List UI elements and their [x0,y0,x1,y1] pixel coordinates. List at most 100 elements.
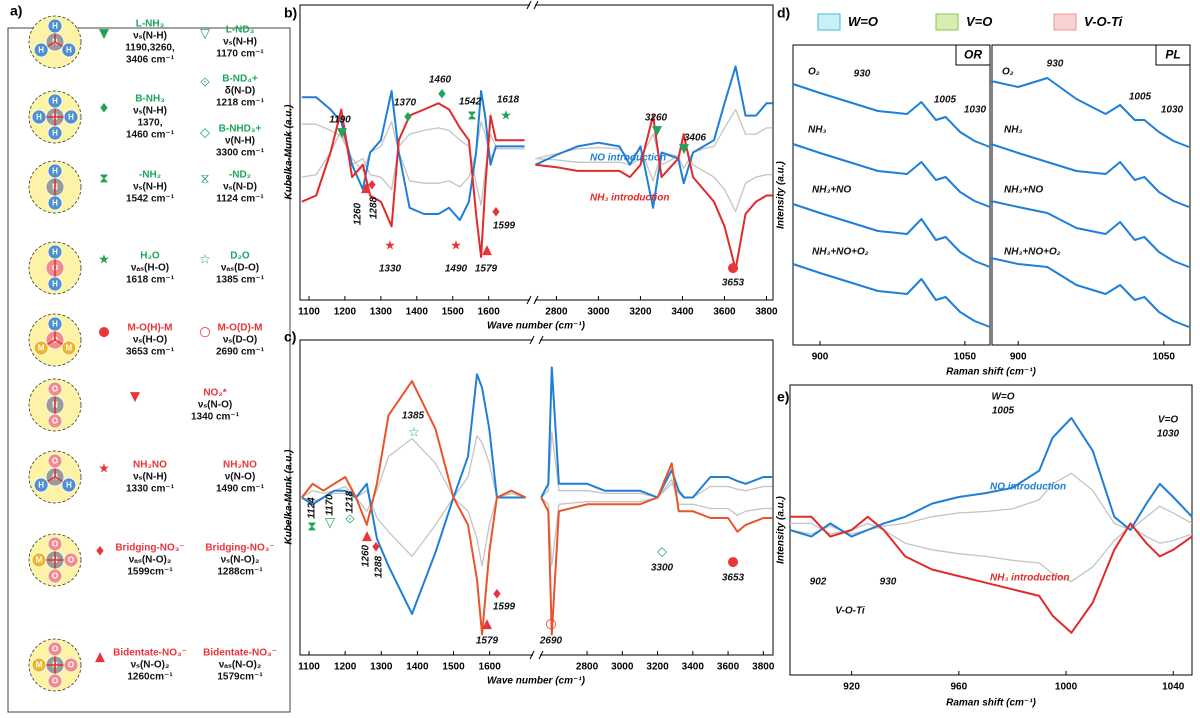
peak-label: 1030 [964,105,987,116]
species-mode: νₛ(N-O) [198,400,232,411]
atom [47,413,63,429]
panel-tag-box [955,44,991,66]
species-name: NO₂* [203,388,226,399]
atom-label: H [52,199,58,208]
species-mode: 1330 cm⁻¹ [126,484,175,495]
panel-label: e) [777,389,789,405]
atom-label: M [36,661,43,670]
species-mode: 1170 cm⁻¹ [216,49,264,60]
legend-marker: ▲ [95,650,105,665]
atom [47,195,63,211]
series-line [792,83,991,148]
x-tick-label: 900 [812,352,829,363]
x-tick-label: 1600 [478,307,501,318]
atom-label: H [36,113,42,122]
atom [61,42,77,58]
axis-break [529,650,544,660]
peak-label: 1005 [1129,92,1152,103]
species-mode: 2690 cm⁻¹ [216,347,265,358]
species-mode: νₛ(D-O) [223,335,257,346]
atom [47,316,63,332]
peak-marker: ▲ [482,243,492,258]
legend-swatch [1053,13,1077,31]
peak-label: 902 [810,577,827,588]
species-mode: νₛ(N-O)₂ [131,660,170,671]
series-line [990,257,1190,328]
atom-label: M [38,344,45,353]
atom-label: H [38,481,44,490]
peak-label: 1385 [402,411,425,422]
species-mode: 1260cm⁻¹ [127,672,173,683]
x-tick-label: 960 [950,682,967,693]
peak-label: V-O-Ti [835,606,865,617]
species-name: M-O(D)-M [218,323,263,334]
x-tick-label: 900 [1010,352,1027,363]
x-tick-label: 1000 [1055,682,1078,693]
series-line [790,522,1193,583]
y-axis-title: Intensity (a.u.) [776,160,787,228]
legend-marker: ★ [98,253,110,268]
species-name: D₂O [230,251,250,262]
species-mode: 1385 cm⁻¹ [216,275,265,286]
atom [31,657,47,673]
atom-label: O [52,677,58,686]
atom [47,125,63,141]
atom-label: H [52,320,58,329]
atom-label: O [52,645,58,654]
legend-swatch [935,13,959,31]
series-line [990,200,1190,268]
species-mode: 1190,3260, [125,43,175,54]
peak-label: 1599 [493,221,516,232]
series-line [790,515,1193,634]
series-line [301,380,773,636]
peak-label: 1005 [992,406,1015,417]
peak-marker: ▼ [337,126,347,141]
peak-marker: ● [727,555,738,570]
atom-label: O [68,556,74,565]
x-tick-label: 1200 [334,307,357,318]
x-tick-label: 1200 [334,662,357,673]
atom [47,453,63,469]
series-label: NO introduction [990,482,1066,493]
x-tick-label: 1500 [442,307,465,318]
species-mode: νₐₛ(N-O)₂ [219,660,262,671]
atom [63,657,79,673]
peak-label: 930 [880,577,897,588]
species-name: L-ND₃ [226,25,255,36]
species-mode: νₐₛ(D-O) [221,263,259,274]
atom [47,163,63,179]
peak-label: 1460 [429,75,452,86]
peak-marker: ♦ [491,588,503,603]
species-mode: 3406 cm⁻¹ [126,55,175,66]
peak-label: 3260 [645,113,668,124]
atom-label: H [52,167,58,176]
series-label: NH₃+NO+O₂ [812,247,869,258]
atom-label: H [66,481,72,490]
peak-label: 1190 [329,115,351,126]
species-name: B-ND₄+ [222,74,258,85]
atom [47,276,63,292]
peak-label: 3406 [684,133,707,144]
panel-label: c) [284,329,296,345]
x-tick-label: 1040 [1162,682,1185,693]
species-mode: 1288cm⁻¹ [217,567,263,578]
series-line [789,417,1193,538]
x-tick-label: 1100 [298,662,320,673]
x-axis-title: Wave number (cm⁻¹) [487,321,586,332]
peak-label: 1005 [934,95,957,106]
series-line [789,472,1193,535]
species-mode: νₛ(N-H) [133,106,167,117]
axis-break [526,0,539,10]
peak-label: 1599 [493,602,516,613]
species-mode: 1579cm⁻¹ [217,672,263,683]
atom [33,340,49,356]
x-tick-label: 1100 [298,307,320,318]
legend-marker: ⧖ [200,172,209,187]
legend-marker: ☆ [199,253,211,268]
peak-marker: ◇ [657,545,667,560]
panel-tag-box [1155,44,1191,66]
peak-label: 1170 [325,494,336,516]
peak-marker: ♦ [402,111,414,126]
series-label: NH₃+NO+O₂ [1004,247,1061,258]
peak-label: 1618 [497,95,520,106]
